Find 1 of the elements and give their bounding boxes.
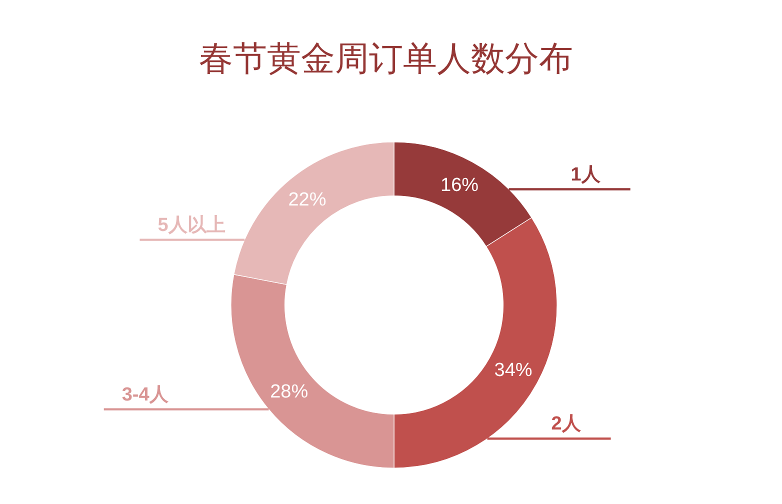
title: 春节黄金周订单人数分布 xyxy=(199,40,573,78)
